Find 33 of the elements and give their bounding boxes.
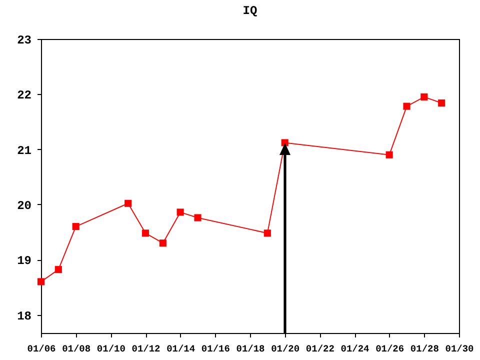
y-tick-label: 20 xyxy=(17,198,32,213)
point xyxy=(72,223,80,230)
point xyxy=(124,200,132,207)
x-tick-label: 01/14 xyxy=(166,344,196,354)
x-tick-label: 01/20 xyxy=(271,344,300,354)
point xyxy=(159,240,166,247)
x-tick-label: 01/30 xyxy=(445,344,474,354)
x-tick-label: 01/08 xyxy=(62,344,91,354)
point xyxy=(386,151,393,158)
point xyxy=(142,230,150,237)
x-tick-label: 01/26 xyxy=(376,344,404,354)
x-tick-label: 01/12 xyxy=(132,344,161,354)
x-tick-label: 01/18 xyxy=(236,344,266,354)
point xyxy=(54,266,62,274)
x-tick-label: 01/28 xyxy=(410,344,440,354)
y-tick-label: 21 xyxy=(17,144,32,158)
y-tick-label: 22 xyxy=(17,88,32,103)
point xyxy=(194,214,202,222)
chart-title: IQ xyxy=(242,4,258,18)
x-tick-label: 01/22 xyxy=(306,344,335,354)
point xyxy=(37,278,45,286)
point xyxy=(403,102,410,110)
point xyxy=(438,99,446,107)
y-tick-label: 23 xyxy=(17,34,32,48)
x-tick-label: 01/10 xyxy=(96,344,126,354)
point xyxy=(420,93,428,100)
x-tick-label: 01/06 xyxy=(27,344,56,354)
y-tick-label: 18 xyxy=(17,309,32,324)
y-tick-label: 19 xyxy=(17,254,32,268)
point xyxy=(264,230,271,237)
x-tick-label: 01/16 xyxy=(201,344,230,354)
point xyxy=(176,208,184,216)
x-tick-label: 01/24 xyxy=(340,344,370,354)
